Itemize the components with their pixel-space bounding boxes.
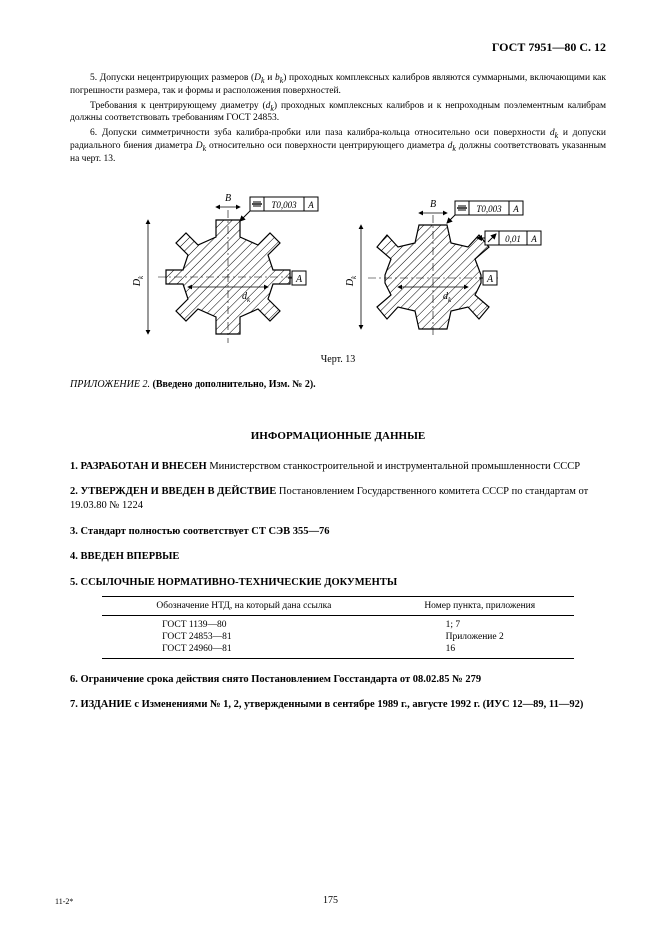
figure-caption: Черт. 13 xyxy=(70,354,606,365)
svg-text:А: А xyxy=(307,200,314,210)
text: и xyxy=(265,73,275,83)
cell: 1; 7 xyxy=(386,615,574,631)
sym: D xyxy=(196,141,203,151)
cell: ГОСТ 24960—81 xyxy=(102,643,385,659)
lead: 4. ВВЕДЕН ВПЕРВЫЕ xyxy=(70,551,179,562)
page-number: 175 xyxy=(0,895,661,906)
lead: 1. РАЗРАБОТАН И ВНЕСЕН xyxy=(70,461,207,472)
table-header-2: Номер пункта, приложения xyxy=(386,596,574,615)
svg-text:T0,003: T0,003 xyxy=(271,200,297,210)
paragraph-6: 6. Допуски симметричности зуба калибра-п… xyxy=(70,128,606,165)
text: 6. Допуски симметричности зуба калибра-п… xyxy=(90,128,550,138)
info-item-7: 7. ИЗДАНИЕ с Изменениями № 1, 2, утвержд… xyxy=(70,698,606,712)
svg-text:B: B xyxy=(430,199,436,210)
appendix-note: ПРИЛОЖЕНИЕ 2. (Введено дополнительно, Из… xyxy=(70,379,606,390)
svg-text:Dk: Dk xyxy=(345,275,358,287)
info-item-3: 3. Стандарт полностью соответствует СТ С… xyxy=(70,525,606,539)
table-row: ГОСТ 1139—80 1; 7 xyxy=(102,615,574,631)
references-table: Обозначение НТД, на который дана ссылка … xyxy=(102,596,574,659)
cell: ГОСТ 24853—81 xyxy=(102,631,385,643)
svg-text:А: А xyxy=(530,234,537,244)
lead: 2. УТВЕРЖДЕН И ВВЕДЕН В ДЕЙСТВИЕ xyxy=(70,486,276,497)
svg-text:Dk: Dk xyxy=(132,275,145,287)
lead: 6. Ограничение срока действия снято Пост… xyxy=(70,674,481,685)
info-heading: ИНФОРМАЦИОННЫЕ ДАННЫЕ xyxy=(70,430,606,442)
rest: Министерством станкостроительной и инстр… xyxy=(207,461,580,472)
sym: D xyxy=(254,73,261,83)
info-item-1: 1. РАЗРАБОТАН И ВНЕСЕН Министерством ста… xyxy=(70,460,606,474)
info-item-4: 4. ВВЕДЕН ВПЕРВЫЕ xyxy=(70,550,606,564)
lead: 3. Стандарт полностью соответствует СТ С… xyxy=(70,526,330,537)
figure-13: Dk dk B А xyxy=(70,180,606,365)
table-row: ГОСТ 24960—81 16 xyxy=(102,643,574,659)
table-row: ГОСТ 24853—81 Приложение 2 xyxy=(102,631,574,643)
text: Требования к центрирующему диаметру ( xyxy=(90,101,266,111)
cell: Приложение 2 xyxy=(386,631,574,643)
appendix-label: ПРИЛОЖЕНИЕ 2. xyxy=(70,379,150,390)
paragraph-5: 5. Допуски нецентрирующих размеров (Dk и… xyxy=(70,73,606,98)
svg-text:B: B xyxy=(225,193,231,204)
appendix-text: (Введено дополнительно, Изм. № 2). xyxy=(150,379,316,390)
svg-text:0,01: 0,01 xyxy=(505,234,521,244)
lead: 7. ИЗДАНИЕ с Изменениями № 1, 2, утвержд… xyxy=(70,699,583,710)
svg-text:А: А xyxy=(295,274,303,285)
info-item-2: 2. УТВЕРЖДЕН И ВВЕДЕН В ДЕЙСТВИЕ Постано… xyxy=(70,485,606,512)
info-item-5: 5. ССЫЛОЧНЫЕ НОРМАТИВНО-ТЕХНИЧЕСКИЕ ДОКУ… xyxy=(70,576,606,590)
paragraph-5b: Требования к центрирующему диаметру (dk)… xyxy=(70,101,606,126)
doc-header: ГОСТ 7951—80 С. 12 xyxy=(70,40,606,55)
cell: ГОСТ 1139—80 xyxy=(102,615,385,631)
info-item-6: 6. Ограничение срока действия снято Пост… xyxy=(70,673,606,687)
text: 5. Допуски нецентрирующих размеров ( xyxy=(90,73,254,83)
svg-text:T0,003: T0,003 xyxy=(476,204,502,214)
lead: 5. ССЫЛОЧНЫЕ НОРМАТИВНО-ТЕХНИЧЕСКИЕ ДОКУ… xyxy=(70,577,397,588)
svg-text:А: А xyxy=(486,274,494,285)
svg-text:А: А xyxy=(512,204,519,214)
text: относительно оси поверхности центрирующе… xyxy=(206,141,448,151)
cell: 16 xyxy=(386,643,574,659)
table-header-1: Обозначение НТД, на который дана ссылка xyxy=(102,596,385,615)
